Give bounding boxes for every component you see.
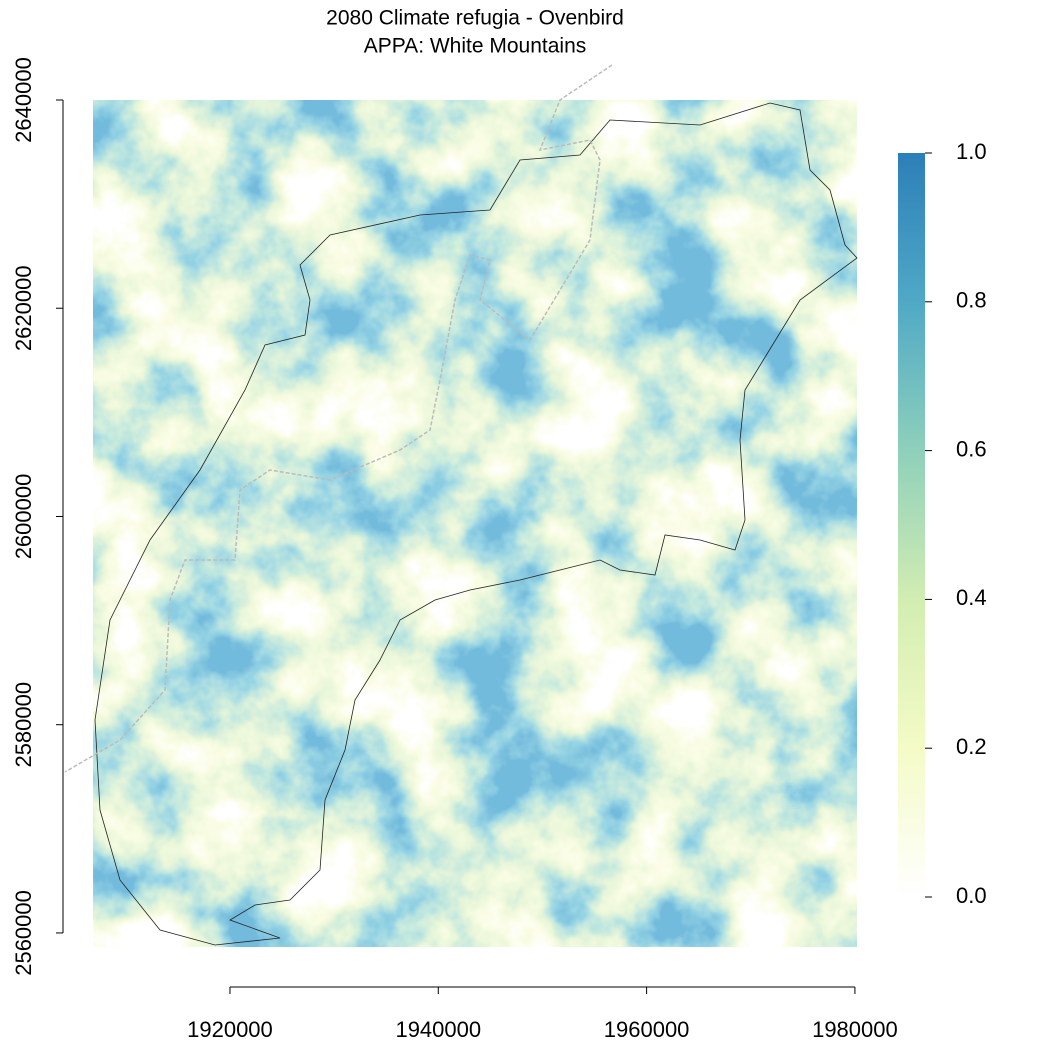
chart-subtitle: APPA: White Mountains bbox=[364, 35, 587, 58]
boundary-dashed bbox=[64, 64, 613, 773]
y-tick-label: 2640000 bbox=[11, 57, 36, 143]
y-tick-label: 2560000 bbox=[11, 890, 36, 976]
colorbar-tick-label: 0.2 bbox=[956, 734, 987, 759]
colorbar bbox=[898, 153, 925, 897]
x-tick-label: 1920000 bbox=[187, 1017, 273, 1042]
x-tick-label: 1960000 bbox=[604, 1017, 690, 1042]
x-tick-label: 1980000 bbox=[812, 1017, 898, 1042]
y-tick-label: 2600000 bbox=[11, 474, 36, 560]
x-tick-label: 1940000 bbox=[395, 1017, 481, 1042]
y-tick-label: 2580000 bbox=[11, 682, 36, 768]
raster bbox=[93, 100, 857, 947]
chart-title: 2080 Climate refugia - Ovenbird bbox=[326, 7, 624, 30]
boundary bbox=[94, 102, 858, 946]
colorbar-tick-label: 0.8 bbox=[956, 288, 987, 313]
colorbar-tick-label: 0.0 bbox=[956, 883, 987, 908]
raster-surface bbox=[93, 100, 857, 947]
colorbar-tick-label: 0.4 bbox=[956, 585, 987, 610]
y-tick-label: 2620000 bbox=[11, 265, 36, 351]
colorbar-tick-label: 0.6 bbox=[956, 436, 987, 461]
colorbar-tick-label: 1.0 bbox=[956, 139, 987, 164]
